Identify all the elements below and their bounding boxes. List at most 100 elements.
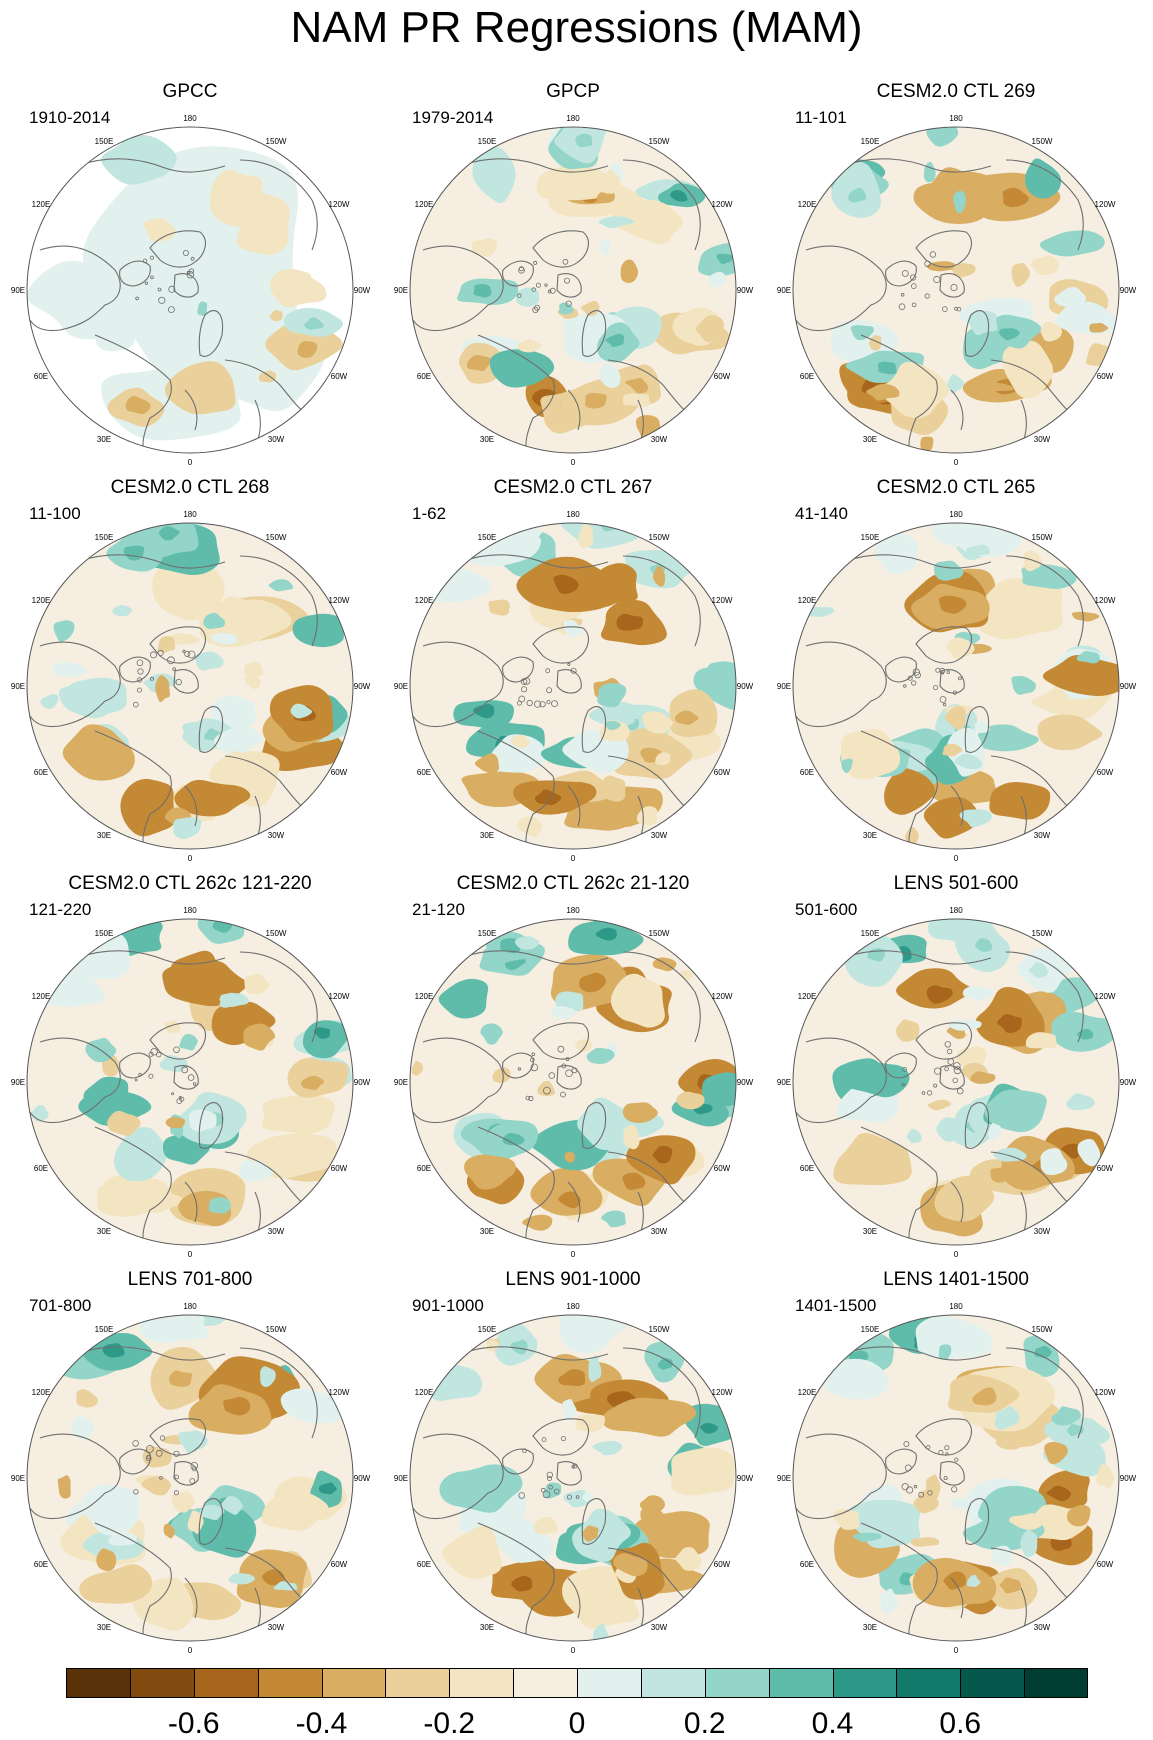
precip-field: [793, 523, 1119, 849]
longitude-label: 60W: [714, 1560, 731, 1569]
panel-title: CESM2.0 CTL 269: [876, 81, 1036, 102]
precip-field: [27, 1315, 353, 1641]
panel-period: 1979-2014: [412, 108, 494, 127]
precip-field: [410, 919, 736, 1245]
precip-field: [793, 919, 1119, 1245]
longitude-label: 150W: [1032, 137, 1053, 146]
panel-period: 1910-2014: [29, 108, 111, 127]
longitude-label: 0: [188, 458, 193, 467]
longitude-label: 90W: [1120, 682, 1137, 691]
longitude-label: 150W: [1032, 929, 1053, 938]
longitude-label: 30E: [480, 1623, 494, 1632]
longitude-label: 30W: [651, 831, 668, 840]
longitude-label: 0: [188, 1646, 193, 1655]
map-boundary: [792, 126, 1120, 454]
longitude-label: 0: [188, 1250, 193, 1259]
longitude-label: 120W: [329, 200, 350, 209]
longitude-label: 90W: [1120, 1078, 1137, 1087]
longitude-label: 0: [954, 854, 959, 863]
colorbar-swatch: [1024, 1668, 1088, 1698]
longitude-label: 0: [954, 458, 959, 467]
longitude-label: 90W: [354, 1078, 371, 1087]
longitude-label: 150E: [95, 1325, 114, 1334]
map-panel: CESM2.0 CTL 268 180 150E 120E 90E 60E 30E 0 30W 6…: [0, 476, 380, 876]
longitude-label: 90W: [737, 1078, 754, 1087]
map-boundary: [792, 918, 1120, 1246]
longitude-label: 90W: [354, 286, 371, 295]
longitude-label: 120E: [798, 992, 817, 1001]
colorbar-tick-label: 0: [568, 1707, 586, 1740]
longitude-label: 180: [566, 114, 580, 123]
panel-period: 501-600: [795, 900, 858, 919]
longitude-label: 30E: [863, 1227, 877, 1236]
longitude-label: 60W: [714, 372, 731, 381]
map-boundary: [409, 1314, 737, 1642]
longitude-label: 30W: [1034, 831, 1051, 840]
longitude-label: 150E: [95, 929, 114, 938]
polar-stereographic-map: 180 150E 120E 90E 60E 30E 0 30W 60W 90W 120W 150W: [394, 1302, 754, 1655]
panel-period: 11-101: [795, 108, 847, 127]
longitude-label: 90E: [777, 1078, 791, 1087]
longitude-label: 150W: [1032, 533, 1053, 542]
longitude-label: 150E: [478, 137, 497, 146]
longitude-label: 120E: [415, 200, 434, 209]
colorbar-tick-label: 0.4: [811, 1707, 854, 1740]
longitude-label: 90E: [777, 1474, 791, 1483]
panel-period: 21-120: [412, 900, 465, 919]
longitude-label: 150E: [861, 137, 880, 146]
colorbar-swatch: [704, 1668, 769, 1698]
longitude-label: 120W: [712, 1388, 733, 1397]
longitude-label: 150W: [649, 1325, 670, 1334]
longitude-label: 150E: [95, 533, 114, 542]
longitude-label: 60W: [331, 1560, 348, 1569]
longitude-label: 120W: [329, 992, 350, 1001]
longitude-label: 60E: [417, 1560, 431, 1569]
polar-stereographic-map: 180 150E 120E 90E 60E 30E 0 30W 60W 90W 120W 150W: [777, 906, 1137, 1259]
longitude-label: 120W: [1095, 1388, 1116, 1397]
colorbar-swatch: [66, 1668, 130, 1698]
longitude-label: 60W: [331, 1164, 348, 1173]
longitude-label: 60W: [714, 1164, 731, 1173]
longitude-label: 150E: [861, 929, 880, 938]
longitude-label: 30E: [97, 435, 111, 444]
longitude-label: 30W: [268, 1227, 285, 1236]
longitude-label: 120E: [32, 596, 51, 605]
map-panel: LENS 501-600 180 150E 120E 90E 60E 30E 0 30W 60W 9…: [766, 872, 1146, 1272]
longitude-label: 60E: [800, 1560, 814, 1569]
colorbar: [66, 1668, 1088, 1698]
longitude-label: 30W: [651, 1227, 668, 1236]
longitude-label: 120E: [798, 200, 817, 209]
longitude-label: 180: [183, 1302, 197, 1311]
longitude-label: 90E: [394, 682, 408, 691]
longitude-label: 60E: [417, 768, 431, 777]
panel-title: LENS 501-600: [893, 873, 1019, 894]
longitude-label: 90E: [394, 1474, 408, 1483]
map-panel: GPCC 180 150E 120E 90E 60E 30E 0 30W 60W 90W 120W 15…: [0, 80, 380, 480]
longitude-label: 60E: [34, 1164, 48, 1173]
longitude-label: 30W: [651, 1623, 668, 1632]
longitude-label: 30W: [651, 435, 668, 444]
map-panel: CESM2.0 CTL 267 180 150E 120E 90E 60E 30E 0 30W 6…: [383, 476, 763, 876]
longitude-label: 150W: [266, 1325, 287, 1334]
map-panel: CESM2.0 CTL 262c 21-120 180 150E 120E 90E 60E…: [383, 872, 763, 1272]
longitude-label: 0: [571, 1646, 576, 1655]
panel-title: LENS 701-800: [127, 1269, 253, 1290]
panel-title: GPCP: [546, 81, 600, 102]
longitude-label: 120E: [32, 200, 51, 209]
panel-title: LENS 901-1000: [505, 1269, 641, 1290]
longitude-label: 120W: [1095, 596, 1116, 605]
longitude-label: 60E: [417, 372, 431, 381]
colorbar-swatch: [321, 1668, 386, 1698]
longitude-label: 120E: [32, 1388, 51, 1397]
longitude-label: 60E: [800, 372, 814, 381]
colorbar-swatch: [640, 1668, 705, 1698]
map-panel: GPCP 180 150E 120E 90E 60E 30E 0 30W 60W 90W 120W 15…: [383, 80, 763, 480]
colorbar-swatch: [257, 1668, 322, 1698]
longitude-label: 180: [183, 906, 197, 915]
longitude-label: 150W: [649, 137, 670, 146]
precip-field: [793, 1315, 1119, 1641]
longitude-label: 120W: [329, 596, 350, 605]
longitude-label: 180: [566, 1302, 580, 1311]
colorbar-tick-label: 0.2: [683, 1707, 726, 1740]
map-boundary: [409, 522, 737, 850]
